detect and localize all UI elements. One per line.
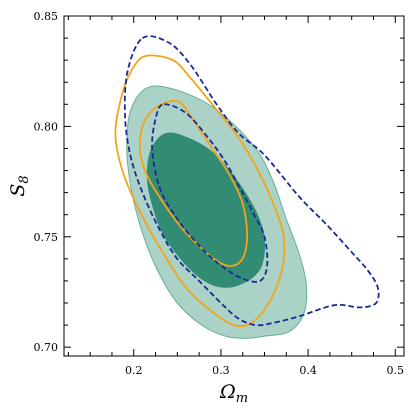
y-axis-title-main: S: [7, 184, 29, 197]
y-tick-label: 0.70: [34, 341, 59, 354]
y-tick-label: 0.80: [34, 120, 59, 133]
y-tick-label: 0.75: [34, 231, 59, 244]
y-axis-title-sub: 8: [17, 175, 32, 183]
x-tick-label: 0.4: [299, 364, 317, 377]
y-axis-title: S8: [7, 175, 32, 196]
x-tick-label: 0.3: [212, 364, 230, 377]
contour-navy-outer: [123, 35, 380, 327]
plot-area: [114, 35, 380, 339]
tick-labels: 0.2 0.3 0.4 0.5 0.70 0.75 0.80 0.85: [34, 10, 405, 377]
contour-orange-inner: [138, 99, 249, 267]
contour-orange-outer: [114, 54, 286, 328]
y-tick-label: 0.85: [34, 10, 59, 23]
x-axis-title: Ωm: [219, 381, 248, 406]
plot-frame: [63, 15, 405, 357]
ticks: [64, 15, 404, 356]
x-tick-label: 0.2: [125, 364, 143, 377]
contour-teal_fill_inner-inner: [146, 132, 266, 288]
x-tick-label: 0.5: [387, 364, 405, 377]
x-axis-title-sub: m: [236, 391, 248, 406]
contour-navy-inner: [151, 103, 269, 283]
x-axis-title-main: Ω: [219, 381, 236, 403]
